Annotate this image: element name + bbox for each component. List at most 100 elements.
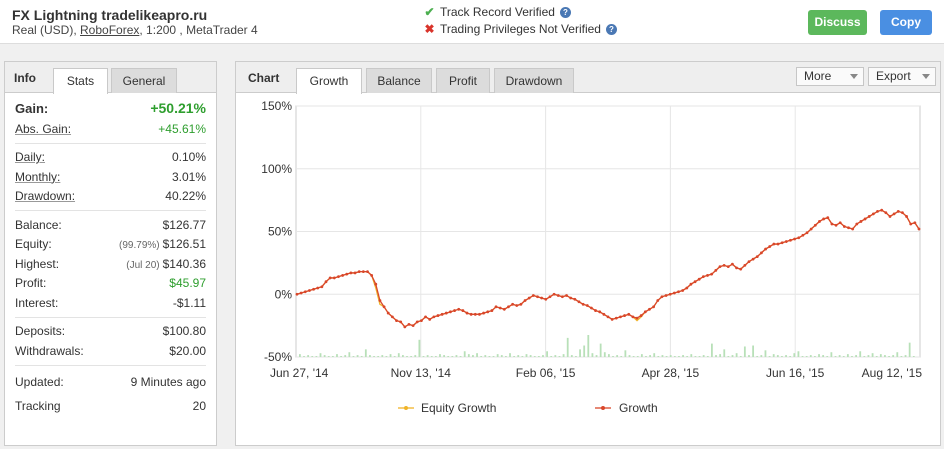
trade-bar [702,355,705,357]
trade-bar [686,356,689,357]
growth-point [701,275,705,279]
tab-profit[interactable]: Profit [436,68,490,93]
growth-point [382,305,386,309]
trade-bar [805,356,808,357]
trade-bar [645,356,647,357]
trade-bar [768,356,771,357]
growth-point [697,277,701,281]
trade-bar [476,353,478,357]
copy-button[interactable]: Copy [880,10,932,35]
growth-point [556,294,560,297]
growth-point [602,312,606,316]
trade-bar [472,355,474,357]
growth-point [424,315,427,319]
growth-point [768,245,772,248]
stat-highest: Highest: (Jul 20) $140.36 [15,256,206,271]
trade-bar [814,356,816,357]
growth-point [540,296,544,300]
trade-bar [719,354,722,357]
trade-bar [430,356,433,357]
growth-point [407,322,411,326]
trade-bar [570,355,573,357]
growth-point [718,265,722,269]
growth-point [320,285,324,289]
growth-point [606,315,610,319]
growth-point [648,307,651,311]
trade-bar [336,354,338,357]
growth-point [784,240,788,243]
growth-point [652,305,656,309]
growth-point [565,294,568,297]
info-panel: Info Stats General Gain: +50.21% Abs. Ga… [4,61,217,446]
trade-bar [418,339,421,357]
growth-point [913,221,917,225]
trade-bar [529,355,532,357]
trade-bar [303,356,305,357]
tab-general[interactable]: General [111,68,177,93]
growth-point [341,274,345,277]
trade-bar [591,353,594,357]
growth-point [826,216,830,220]
growth-point [303,290,307,294]
growth-point [710,272,714,276]
trade-bar [818,354,820,357]
trade-bar [772,354,775,357]
trade-bar [838,355,841,357]
growth-point [502,307,506,311]
growth-point [531,294,535,297]
trade-bar [480,356,483,357]
trade-bar [327,356,330,357]
trade-bar [760,355,763,357]
growth-point [478,312,481,316]
question-icon[interactable]: ? [605,23,617,35]
tab-balance[interactable]: Balance [366,68,432,93]
growth-point [735,266,738,270]
trade-bar [492,356,495,357]
growth-point [867,215,871,218]
stat-equity: Equity: (99.79%) $126.51 [15,237,206,252]
growth-point [743,263,747,267]
tab-drawdown[interactable]: Drawdown [494,68,574,93]
growth-point [399,320,403,324]
growth-point [838,221,842,225]
trade-bar [764,350,767,357]
trade-bar [785,355,787,357]
growth-point [772,242,776,246]
growth-point [453,309,456,312]
trade-bar [632,356,635,357]
growth-point [581,302,585,306]
more-dropdown[interactable]: More [796,67,864,86]
trade-bar [385,356,388,357]
trade-bar [603,352,606,357]
trade-bar [842,356,845,357]
chevron-down-icon [922,74,930,79]
export-dropdown[interactable]: Export [868,67,936,86]
cross-icon: ✖ [424,22,435,36]
stat-interest: Interest: -$1.11 [15,295,206,310]
tab-stats[interactable]: Stats [53,68,108,94]
tab-growth[interactable]: Growth [296,68,362,94]
trade-bar [756,356,759,357]
trade-bar [748,355,750,357]
growth-point [536,295,539,299]
question-icon[interactable]: ? [559,6,571,18]
growth-point [378,299,382,302]
growth-point [614,316,618,320]
growth-point [527,296,531,300]
growth-point [494,305,498,309]
growth-point [789,238,792,242]
trade-bar [657,356,660,357]
trade-bar [673,356,676,357]
broker-link[interactable]: RoboForex [80,23,140,37]
trade-bar [826,356,829,357]
growth-point [668,292,672,296]
growth-point [726,265,730,269]
growth-point [498,306,502,310]
growth-point [353,271,357,275]
check-icon: ✔ [424,5,435,19]
trade-bar [690,354,693,357]
discuss-button[interactable]: Discuss [808,10,867,35]
growth-point [507,305,510,309]
trade-bar [801,356,804,357]
trade-bar [369,355,371,357]
